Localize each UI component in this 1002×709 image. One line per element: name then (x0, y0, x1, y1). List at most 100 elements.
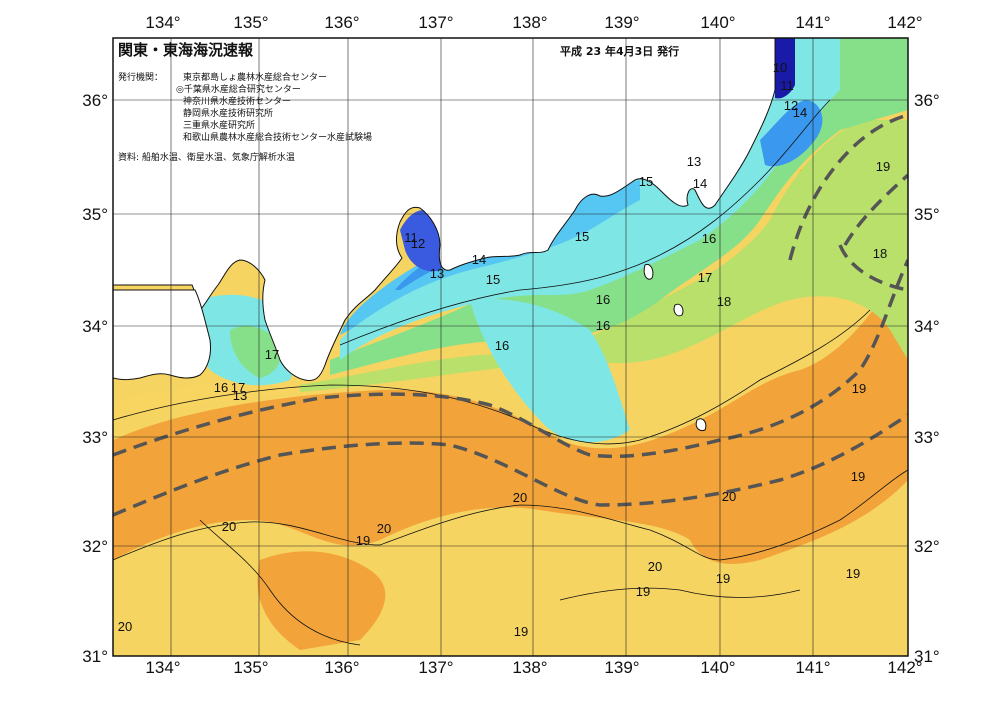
lat-label: 32° (82, 537, 108, 556)
institutions-block: 発行機関： 東京都島しょ農林水産総合センター ◎千葉県水産総合研究センター 神奈… (118, 71, 372, 163)
lon-label: 135° (233, 658, 268, 677)
kuroshio-axis (113, 113, 908, 517)
lon-label: 140° (700, 658, 735, 677)
lon-label: 134° (145, 13, 180, 32)
isotherm-label: 17 (698, 270, 712, 285)
graticule (113, 38, 908, 656)
isotherm-label: 20 (722, 489, 736, 504)
lat-label: 31° (914, 647, 940, 666)
isotherm-label: 19 (514, 624, 528, 639)
isotherm-value-labels: 10 11 12 14 13 14 15 15 16 17 18 11 12 1… (118, 60, 890, 639)
institutions-label: 発行機関： (118, 71, 163, 83)
isotherm-label: 16 (495, 338, 509, 353)
isotherm-label: 20 (222, 519, 236, 534)
isotherm-label: 14 (693, 176, 707, 191)
temperature-field-19-west (113, 378, 320, 420)
isotherm-label: 19 (852, 381, 866, 396)
isotherm-label: 15 (486, 272, 500, 287)
institution-item: 東京都島しょ農林水産総合センター (183, 71, 327, 83)
lon-label: 137° (418, 658, 453, 677)
data-source: 資料: 船舶水温、衛星水温、気象庁解析水温 (118, 151, 295, 163)
isotherm-label: 14 (472, 252, 486, 267)
isotherm-label: 20 (118, 619, 132, 634)
latitude-labels-left: 36° 35° 34° 33° 32° 31° (82, 91, 108, 666)
isotherm-label: 19 (716, 571, 730, 586)
isotherm-label: 17 (231, 380, 245, 395)
lon-label: 142° (887, 13, 922, 32)
temperature-field-20 (113, 300, 908, 564)
isotherm-label: 15 (575, 229, 589, 244)
latitude-labels-right: 36° 35° 34° 33° 32° 31° (914, 91, 940, 666)
map-frame (112, 37, 909, 657)
issue-date: 平成 23 年4月3日 発行 (560, 44, 679, 58)
isotherm-label: 11 (780, 78, 794, 93)
land-izu-islands (643, 263, 707, 431)
lat-label: 33° (82, 428, 108, 447)
temperature-field-17-west (230, 325, 282, 378)
lon-label: 136° (324, 13, 359, 32)
lon-label: 142° (887, 658, 922, 677)
temperature-field-16-bay (470, 299, 630, 443)
isotherm-label: 13 (687, 154, 701, 169)
map-area (113, 38, 908, 656)
land-shikoku (113, 289, 211, 380)
land-honshu (113, 38, 776, 381)
isotherm-label: 16 (596, 318, 610, 333)
lon-label: 139° (604, 13, 639, 32)
lon-label: 141° (795, 658, 830, 677)
institution-item: 三重県水産研究所 (183, 119, 255, 131)
lon-label: 139° (604, 658, 639, 677)
institution-item: 和歌山県農林水産総合技術センター水産試験場 (183, 131, 372, 143)
lat-label: 31° (82, 647, 108, 666)
isotherm-label: 20 (513, 490, 527, 505)
isotherm-label: 19 (846, 566, 860, 581)
isotherm-label: 13 (233, 388, 247, 403)
lat-label: 34° (82, 317, 108, 336)
lat-label: 36° (82, 91, 108, 110)
lon-label: 137° (418, 13, 453, 32)
isotherm-label: 20 (648, 559, 662, 574)
lat-label: 35° (914, 205, 940, 224)
lon-label: 135° (233, 13, 268, 32)
isotherm-label: 19 (851, 469, 865, 484)
isotherm-label: 19 (356, 533, 370, 548)
lat-label: 35° (82, 205, 108, 224)
isotherm-label: 10 (773, 60, 787, 75)
isotherm-label: 16 (214, 380, 228, 395)
isotherm-label: 17 (265, 347, 279, 362)
temperature-field-13-east (760, 100, 823, 167)
lon-label: 138° (512, 13, 547, 32)
isotherm-label: 12 (411, 236, 425, 251)
lat-label: 36° (914, 91, 940, 110)
isotherm-label: 14 (793, 105, 807, 120)
lon-label: 140° (700, 13, 735, 32)
isotherm-label: 18 (717, 294, 731, 309)
temperature-field-12 (400, 210, 446, 272)
isotherm-label: 18 (873, 246, 887, 261)
lon-label: 136° (324, 658, 359, 677)
isotherm-label: 16 (702, 231, 716, 246)
lat-label: 32° (914, 537, 940, 556)
lon-label: 141° (795, 13, 830, 32)
institution-item: ◎千葉県水産総合研究センター (176, 83, 301, 95)
isotherm-label: 12 (784, 98, 798, 113)
lat-label: 34° (914, 317, 940, 336)
lon-label: 138° (512, 658, 547, 677)
temperature-field-18 (300, 120, 908, 392)
temperature-field-20-south (257, 551, 386, 650)
isotherm-label: 19 (636, 584, 650, 599)
isotherm-label: 11 (404, 230, 418, 245)
isotherm-label: 20 (377, 521, 391, 536)
isotherm-label: 16 (596, 292, 610, 307)
longitude-labels-top: 134° 135° 136° 137° 138° 139° 140° 141° … (145, 13, 922, 32)
isotherm-lines (113, 99, 908, 646)
map-title: 関東・東海海況速報 (118, 41, 254, 59)
temperature-field-10 (775, 38, 795, 99)
institution-item: 神奈川県水産技術センター (183, 95, 291, 107)
isotherm-label: 13 (430, 266, 444, 281)
lon-label: 134° (145, 658, 180, 677)
lat-label: 33° (914, 428, 940, 447)
longitude-labels-bottom: 134° 135° 136° 137° 138° 139° 140° 141° … (145, 658, 922, 677)
